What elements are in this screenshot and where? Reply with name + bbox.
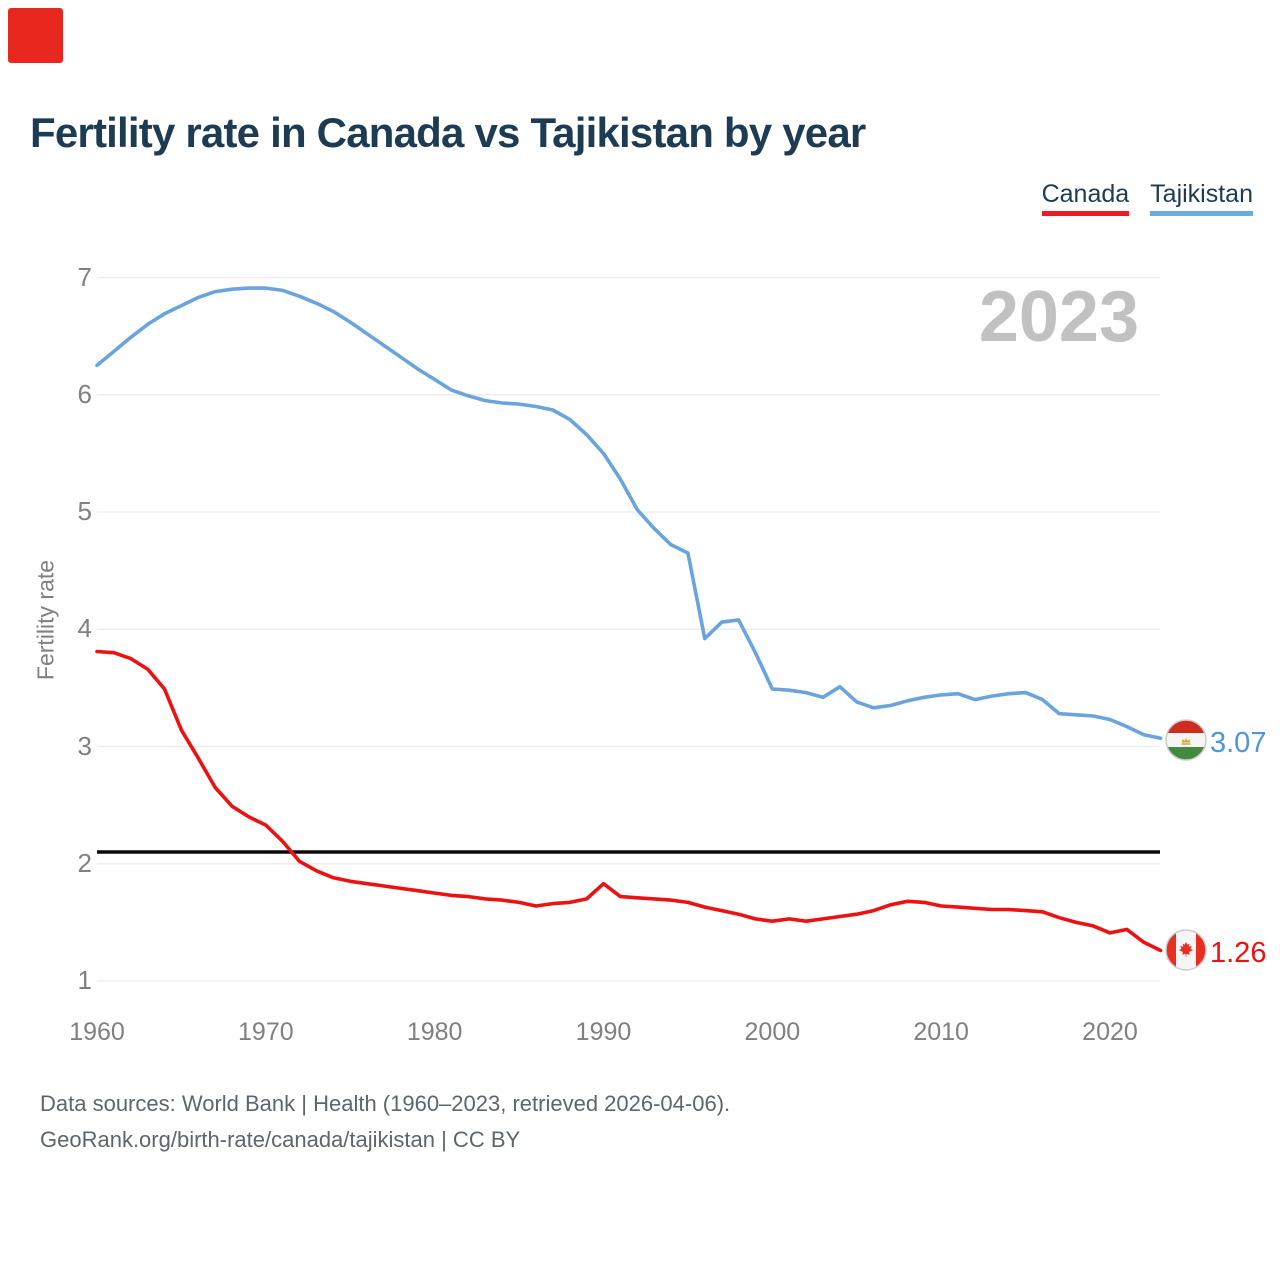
chart-title: Fertility rate in Canada vs Tajikistan b… xyxy=(30,109,866,156)
canada-flag-icon xyxy=(1165,929,1207,971)
attribution-line: GeoRank.org/birth-rate/canada/tajikistan… xyxy=(40,1127,521,1152)
legend: Canada Tajikistan xyxy=(1041,182,1253,216)
legend-item-canada[interactable]: Canada xyxy=(1041,182,1130,216)
x-tick-label: 1960 xyxy=(69,1018,125,1046)
y-tick-label: 2 xyxy=(77,847,92,878)
y-tick-label: 6 xyxy=(77,378,92,409)
canada-end-value: 1.26 xyxy=(1210,937,1267,969)
tajikistan-flag-icon xyxy=(1165,719,1207,761)
x-tick-label: 2020 xyxy=(1082,1018,1138,1046)
x-tick-label: 1990 xyxy=(575,1018,632,1046)
y-tick-label: 4 xyxy=(77,613,92,644)
x-tick-label: 2010 xyxy=(913,1018,969,1046)
tajikistan-end-value: 3.07 xyxy=(1210,727,1267,759)
canada-line xyxy=(95,649,1163,953)
legend-item-tajikistan[interactable]: Tajikistan xyxy=(1150,182,1253,216)
x-tick-label: 1970 xyxy=(238,1018,294,1046)
y-tick-label: 1 xyxy=(77,965,92,995)
footer: Data sources: World Bank | Health (1960–… xyxy=(40,1086,730,1158)
y-tick-label: 5 xyxy=(77,496,92,526)
data-source-line: Data sources: World Bank | Health (1960–… xyxy=(40,1091,731,1116)
y-tick-label: 7 xyxy=(77,261,92,292)
y-tick-label: 3 xyxy=(77,730,92,761)
red-marker xyxy=(8,8,63,63)
x-tick-label: 1980 xyxy=(406,1018,463,1046)
x-tick-label: 2000 xyxy=(744,1018,801,1046)
year-watermark: 2023 xyxy=(978,277,1139,357)
